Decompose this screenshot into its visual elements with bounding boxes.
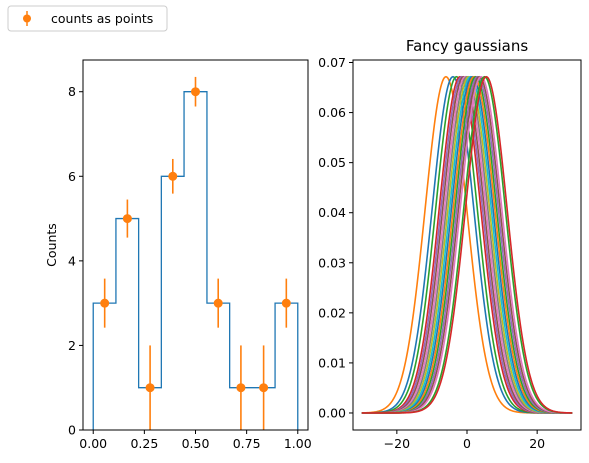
y-tick-label: 0.01 [318, 355, 346, 370]
y-tick-label: 0 [68, 423, 76, 438]
data-point [100, 298, 110, 308]
data-point [281, 298, 291, 308]
data-point [213, 298, 223, 308]
right-chart-title: Fancy gaussians [406, 37, 529, 55]
y-tick-label: 0.04 [318, 205, 346, 220]
legend-label: counts as points [51, 11, 153, 26]
left-x-axis: 0.00 0.25 0.50 0.75 1.00 [79, 430, 312, 451]
x-tick-label: 0.50 [182, 436, 210, 451]
y-tick-label: 0.05 [318, 155, 346, 170]
data-point [168, 171, 178, 181]
y-tick-label: 2 [68, 338, 76, 353]
data-point [122, 214, 132, 224]
x-tick-label: 1.00 [284, 436, 312, 451]
histogram-chart: 0.00 0.25 0.50 0.75 1.00 0 2 4 6 8 Counts [44, 59, 312, 451]
data-point [236, 383, 246, 393]
data-point [191, 87, 200, 97]
y-tick-label: 6 [68, 169, 76, 184]
legend-marker [23, 14, 31, 23]
left-marks [92, 76, 299, 430]
left-y-axis: 0 2 4 6 8 [68, 84, 83, 438]
y-tick-label: 0.07 [318, 55, 346, 70]
x-tick-label: 0.00 [79, 436, 107, 451]
left-y-axis-label: Counts [44, 223, 59, 267]
left-plot-area [83, 60, 308, 430]
y-tick-label: 0.03 [318, 255, 346, 270]
x-tick-label: 0.75 [233, 436, 261, 451]
y-tick-label: 0.06 [318, 105, 346, 120]
x-tick-label: 0.25 [130, 436, 158, 451]
x-tick-label: 20 [529, 436, 545, 451]
x-tick-label: −20 [384, 436, 410, 451]
legend: counts as points [7, 5, 168, 32]
gaussians-chart: −20 0 20 0.000.010.020.030.040.050.060.07 … [318, 37, 582, 451]
y-tick-label: 0.02 [318, 305, 346, 320]
y-tick-label: 4 [68, 253, 76, 268]
x-tick-label: 0 [463, 436, 471, 451]
right-x-axis: −20 0 20 [384, 430, 545, 451]
y-tick-label: 0.00 [318, 405, 346, 420]
data-point [145, 383, 155, 393]
data-point [259, 383, 269, 393]
legend-frame [7, 5, 168, 32]
histogram-step [92, 91, 299, 430]
gaussian-line [361, 75, 573, 414]
y-tick-label: 8 [68, 84, 76, 99]
right-y-axis: 0.00 0.01 0.02 0.03 0.04 0.05 0.06 0.07 [318, 55, 353, 420]
right-marks [361, 75, 573, 414]
